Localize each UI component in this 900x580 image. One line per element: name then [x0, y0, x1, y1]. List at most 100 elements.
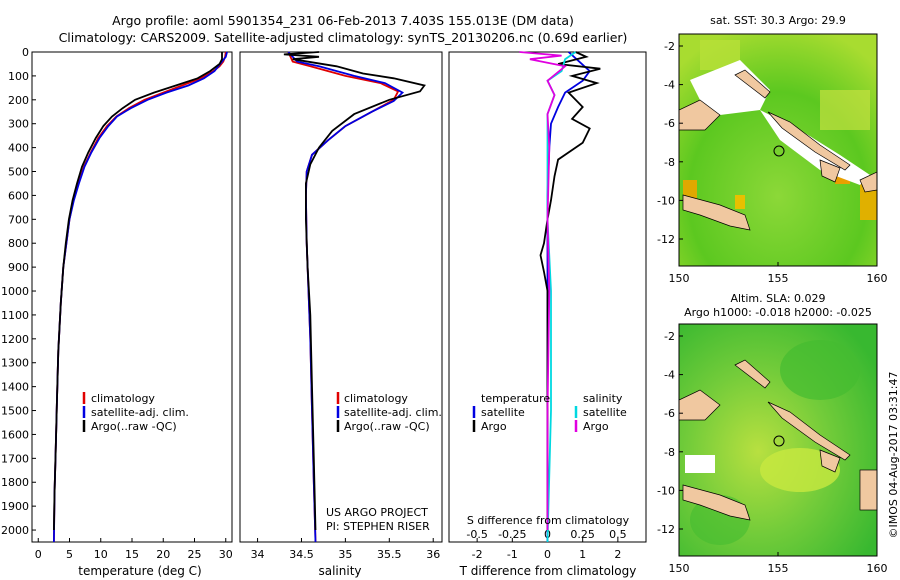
depth-tick-label: 1600 — [1, 428, 29, 441]
x-tick-label: 15 — [125, 548, 139, 561]
map-y-tick-label: -10 — [657, 194, 675, 207]
x-tick-label: 30 — [219, 548, 233, 561]
sla-map-title-1: Altim. SLA: 0.029 — [730, 292, 825, 305]
x-tick-label: -1 — [507, 548, 518, 561]
depth-tick-label: 1700 — [1, 452, 29, 465]
x-tick-label: -2 — [472, 548, 483, 561]
depth-tick-label: 1900 — [1, 500, 29, 513]
x-tick-label: 36 — [426, 548, 440, 561]
depth-tick-label: 0 — [22, 46, 29, 59]
map-y-tick-label: -2 — [664, 330, 675, 343]
legend-t-argo: Argo — [481, 420, 507, 433]
sst-map-field — [679, 34, 877, 266]
depth-tick-label: 300 — [8, 118, 29, 131]
depth-tick-label: 600 — [8, 189, 29, 202]
sla-map-axes: 150 155 160 -2 -4 -6 -8 -10 -12 — [657, 330, 887, 575]
map-y-tick-label: -2 — [664, 40, 675, 53]
x-tick-label: 34 — [251, 548, 265, 561]
sla-map-field — [679, 324, 877, 556]
depth-tick-label: 1500 — [1, 405, 29, 418]
map-y-tick-label: -8 — [664, 446, 675, 459]
depth-tick-label: 700 — [8, 213, 29, 226]
map-x-tick-label: 155 — [768, 562, 789, 575]
s-diff-tick-label: 0.25 — [570, 528, 595, 541]
depth-tick-label: 1200 — [1, 333, 29, 346]
legend-climatology: climatology — [91, 392, 155, 405]
s-diff-tick-label: 0.5 — [609, 528, 627, 541]
map-x-tick-label: 155 — [768, 272, 789, 285]
map-x-tick-label: 160 — [867, 272, 888, 285]
sst-map-panel: sat. SST: 30.3 Argo: 29.9 — [657, 14, 887, 285]
s-difference-label: S difference from climatology — [467, 514, 630, 527]
depth-tick-label: 500 — [8, 166, 29, 179]
legend-climatology: climatology — [344, 392, 408, 405]
difference-legend: temperature salinity satellite Argo sate… — [472, 392, 627, 433]
depth-tick-label: 1100 — [1, 309, 29, 322]
x-tick-label: 20 — [156, 548, 170, 561]
series-argo-raw-qc- — [53, 52, 223, 531]
map-y-tick-label: -4 — [664, 369, 675, 382]
depth-tick-label: 200 — [8, 94, 29, 107]
salinity-x-label: salinity — [318, 564, 361, 578]
map-y-tick-label: -12 — [657, 233, 675, 246]
map-y-tick-label: -4 — [664, 79, 675, 92]
x-tick-label: 1 — [579, 548, 586, 561]
depth-tick-label: 1400 — [1, 381, 29, 394]
map-y-tick-label: -6 — [664, 117, 675, 130]
map-x-tick-label: 150 — [669, 562, 690, 575]
x-tick-label: 0 — [544, 548, 551, 561]
map-y-tick-label: -6 — [664, 407, 675, 420]
map-x-tick-label: 160 — [867, 562, 888, 575]
temperature-profiles — [53, 51, 228, 543]
salinity-profiles — [283, 51, 426, 543]
sst-map-title: sat. SST: 30.3 Argo: 29.9 — [710, 14, 846, 27]
x-tick-label: 35.5 — [377, 548, 402, 561]
series-argo-raw-qc- — [283, 51, 426, 531]
difference-profiles — [519, 51, 601, 543]
s-diff-tick-label: -0.25 — [498, 528, 526, 541]
imos-stamp: ©IMOS 04-Aug-2017 03:31:47 — [887, 372, 900, 539]
map-x-tick-label: 150 — [669, 272, 690, 285]
series-salinity-argo — [519, 51, 568, 530]
title-line-2: Climatology: CARS2009. Satellite-adjuste… — [59, 30, 628, 45]
temperature-x-label: temperature (deg C) — [78, 564, 201, 578]
salinity-panel: 34 34.5 35 35.5 36 salinity climatology sate… — [239, 51, 443, 578]
sst-map-axes: 150 155 160 -2 -4 -6 -8 -10 -12 — [657, 40, 887, 285]
s-diff-tick-label: -0.5 — [466, 528, 487, 541]
title-line-1: Argo profile: aoml 5901354_231 06-Feb-20… — [112, 13, 574, 28]
x-tick-label: 5 — [66, 548, 73, 561]
depth-tick-label: 1300 — [1, 357, 29, 370]
map-y-tick-label: -10 — [657, 484, 675, 497]
legend-t-satellite: satellite — [481, 406, 525, 419]
credit-project: US ARGO PROJECT — [326, 506, 428, 519]
depth-tick-label: 800 — [8, 237, 29, 250]
legend-s-argo: Argo — [583, 420, 609, 433]
t-difference-label: T difference from climatology — [459, 564, 637, 578]
temperature-x-axis: 0 5 10 15 20 25 30 — [35, 538, 233, 561]
x-tick-label: 34.5 — [289, 548, 314, 561]
map-y-tick-label: -12 — [657, 523, 675, 536]
depth-tick-label: 400 — [8, 142, 29, 155]
legend-satellite: satellite-adj. clim. — [91, 406, 189, 419]
depth-tick-label: 900 — [8, 261, 29, 274]
x-tick-label: 10 — [94, 548, 108, 561]
x-tick-label: 2 — [614, 548, 621, 561]
legend-argo: Argo(..raw -QC) — [91, 420, 177, 433]
salinity-x-axis: 34 34.5 35 35.5 36 — [251, 538, 440, 561]
sla-map-title-2: Argo h1000: -0.018 h2000: -0.025 — [684, 306, 872, 319]
x-tick-label: 35 — [338, 548, 352, 561]
depth-tick-label: 1800 — [1, 476, 29, 489]
temperature-legend: climatology satellite-adj. clim. Argo(..… — [82, 392, 189, 433]
depth-tick-label: 1000 — [1, 285, 29, 298]
temperature-panel: 0100200300400500600700800900100011001200… — [1, 46, 453, 578]
depth-tick-label: 100 — [8, 70, 29, 83]
x-tick-label: 0 — [35, 548, 42, 561]
legend-s-satellite: satellite — [583, 406, 627, 419]
x-tick-label: 25 — [188, 548, 202, 561]
legend-salinity-header: salinity — [583, 392, 623, 405]
difference-panel: -2 -1 0 1 2 -0.5 -0.25 0 0.25 0.5 S difference f… — [448, 51, 647, 578]
legend-argo: Argo(..raw -QC) — [344, 420, 430, 433]
credit-pi: PI: STEPHEN RISER — [326, 520, 430, 533]
series-temperature-argo — [539, 51, 601, 530]
